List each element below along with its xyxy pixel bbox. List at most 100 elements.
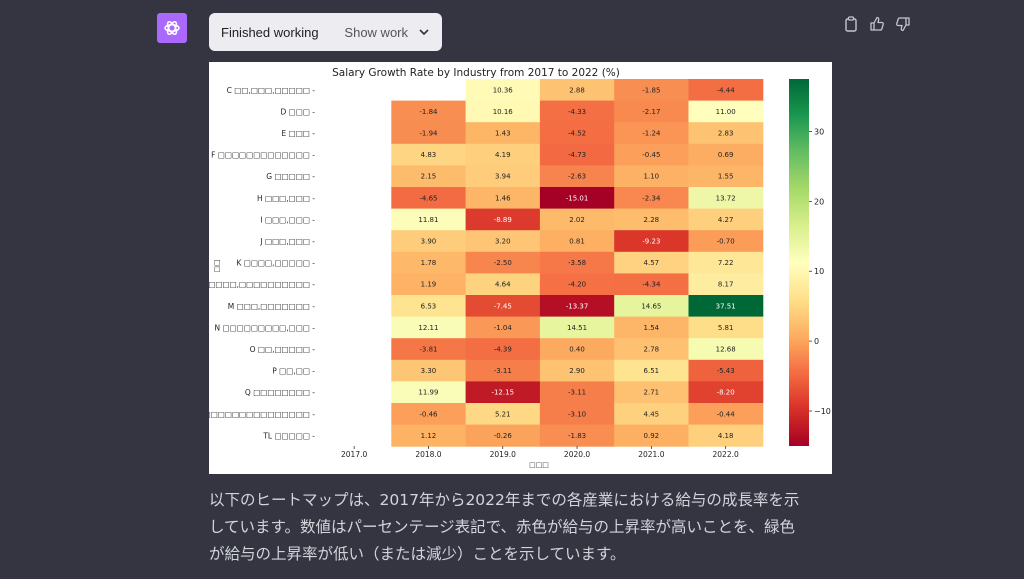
heatmap-cell-value: -4.34 [642,281,661,289]
heatmap-cell-value: 5.81 [718,324,734,332]
heatmap-figure: Salary Growth Rate by Industry from 2017… [209,62,832,474]
heatmap-cell [688,424,764,447]
heatmap-cell [465,100,541,123]
heatmap-cell [614,165,689,188]
heatmap-cell [465,230,541,253]
heatmap-cell-value: 2.02 [569,216,585,224]
heatmap-cell-value: -3.11 [568,389,586,397]
heatmap-cell [391,316,467,339]
heatmap-cell [614,295,689,318]
row-label: L □□□□,□□□□□□□□□□ - [209,280,315,289]
heatmap-cell-value: 11.00 [716,108,736,116]
heatmap-cell [614,359,689,382]
heatmap-cell-value: -1.04 [494,324,513,332]
status-label: Finished working [221,24,319,40]
heatmap-cell [391,208,467,231]
heatmap-cell-value: -3.81 [419,346,437,354]
heatmap-cell [465,381,541,404]
heatmap-cell-value: 13.72 [716,194,736,202]
heatmap-cell [539,403,615,426]
heatmap-cell [688,359,764,382]
heatmap-cell-value: 1.43 [495,130,511,138]
row-label: E □□□ - [282,129,316,138]
heatmap-cell-value: -3.58 [568,259,586,267]
x-tick-label: 2021.0 [638,450,664,459]
heatmap-cell-value: 2.78 [644,346,660,354]
heatmap-cell [539,165,615,188]
heatmap-cell-value: 12.11 [418,324,438,332]
heatmap-cell-value: 3.30 [421,367,437,375]
heatmap-cell-value: 5.21 [495,410,511,418]
heatmap-cell [614,424,689,447]
thumbs-up-button[interactable] [868,15,886,33]
heatmap-cell-value: -2.63 [568,173,586,181]
heatmap-cell [391,338,467,361]
row-label: TL □□□□□ - [262,431,315,440]
heatmap-cell [391,143,467,166]
row-label: I □□□,□□□ - [260,215,315,224]
heatmap-cell [539,187,615,210]
heatmap-cell [539,295,615,318]
heatmap-cell [539,79,615,102]
chart-title: Salary Growth Rate by Industry from 2017… [332,67,620,79]
heatmap-cell-value: 10.16 [493,108,514,116]
show-work-toggle[interactable]: Finished working Show work [209,13,442,51]
heatmap-cell-value: 2.90 [569,367,585,375]
heatmap-cell [465,316,541,339]
heatmap-cell [465,424,541,447]
row-label: C □□,□□□,□□□□□ - [227,86,316,95]
heatmap-cell-value: -0.70 [717,238,735,246]
heatmap-cell-value: 4.18 [718,432,734,440]
heatmap-cell [614,100,689,123]
heatmap-cell-value: -0.46 [419,410,438,418]
heatmap-cell [688,230,764,253]
heatmap-cell [614,273,689,296]
heatmap-cell [391,381,467,404]
heatmap-cell-value: 14.51 [567,324,587,332]
heatmap-cell-value: 1.10 [644,173,660,181]
heatmap-cell-value: -4.44 [717,86,736,94]
heatmap-cell [614,403,689,426]
show-work-label: Show work [344,24,408,40]
row-label: N □□□□□□□□□,□□□ - [214,323,315,332]
heatmap-cell-value: -4.33 [568,108,586,116]
row-label: F □□□□□□□□□□□□□ - [211,151,315,160]
row-label: G □□□□□ - [266,172,315,181]
thumbs-down-button[interactable] [894,15,912,33]
heatmap-cell-value: -0.45 [642,151,660,159]
heatmap-cell [688,338,764,361]
heatmap-cell-value: -0.26 [494,432,513,440]
heatmap-cell [465,165,541,188]
heatmap-cell-value: -2.34 [642,194,661,202]
heatmap-cell [465,295,541,318]
chevron-down-icon [419,29,429,36]
heatmap-cell [391,187,467,210]
heatmap-cell [391,424,467,447]
heatmap-cell [688,295,764,318]
heatmap-cell [688,165,764,188]
heatmap-cell [539,338,615,361]
copy-button[interactable] [842,15,860,33]
heatmap-cell-value: -1.83 [568,432,586,440]
heatmap-cell [465,359,541,382]
heatmap-cell [614,208,689,231]
heatmap-cell-value: 2.15 [421,173,437,181]
row-label: R □□□□□□□□□□□□□□□□ - [209,410,315,419]
heatmap-cell [391,295,467,318]
heatmap-cell-value: 6.53 [421,302,437,310]
heatmap-cell-value: -1.84 [419,108,438,116]
heatmap-cell [465,338,541,361]
heatmap-cell [465,187,541,210]
heatmap-cell [688,381,764,404]
heatmap-cell [688,316,764,339]
colorbar-tick-label: 10 [814,267,824,276]
heatmap-cell-value: -8.89 [494,216,512,224]
heatmap-cell-value: 6.51 [644,367,660,375]
heatmap-cell [465,208,541,231]
heatmap-cell-value: -4.73 [568,151,586,159]
heatmap-cell [688,273,764,296]
heatmap-cell-value: 1.55 [718,173,734,181]
heatmap-cell [539,359,615,382]
x-tick-label: 2020.0 [564,450,590,459]
heatmap-cell-value: -7.45 [494,302,512,310]
